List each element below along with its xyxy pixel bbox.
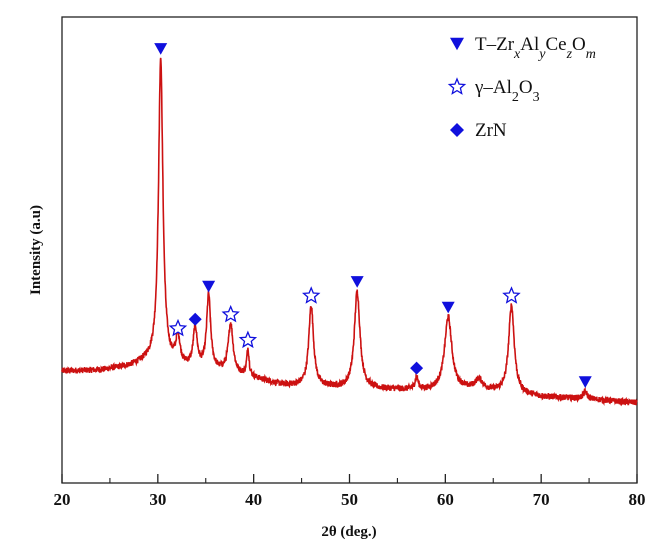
legend-item: γ–Al2O3 xyxy=(447,77,540,105)
legend-item: ZrN xyxy=(450,120,507,141)
x-tick-label: 20 xyxy=(54,490,71,509)
star-marker xyxy=(302,286,321,304)
triangle-down-marker xyxy=(202,280,216,293)
triangle-down-marker xyxy=(441,301,455,314)
star-marker xyxy=(238,330,258,349)
x-tick-label: 40 xyxy=(245,490,262,509)
x-tick-label: 70 xyxy=(533,490,550,509)
star-marker xyxy=(168,318,188,337)
legend-label: ZrN xyxy=(475,120,507,141)
star-icon xyxy=(447,77,467,95)
triangle-down-icon xyxy=(450,37,464,51)
y-axis-label: Intensity (a.u) xyxy=(28,205,44,295)
diamond-marker xyxy=(410,361,424,375)
diamond-icon xyxy=(450,123,464,137)
x-axis-label: 2θ (deg.) xyxy=(321,524,376,540)
phase-markers xyxy=(154,43,592,388)
xrd-pattern-line xyxy=(61,57,638,407)
legend-label: γ–Al2O3 xyxy=(474,77,540,105)
plot-frame xyxy=(61,16,638,484)
legend-label: T–ZrxAlyCezOm xyxy=(475,34,596,62)
x-tick-label: 60 xyxy=(437,490,454,509)
x-tick-label: 50 xyxy=(341,490,358,509)
legend-item: T–ZrxAlyCezOm xyxy=(450,34,596,62)
x-tick-label: 30 xyxy=(149,490,166,509)
legend: T–ZrxAlyCezOm γ–Al2O3 ZrN xyxy=(447,34,596,141)
star-marker xyxy=(502,286,521,304)
triangle-down-marker xyxy=(154,43,168,55)
x-tick-label: 80 xyxy=(629,490,646,509)
x-axis-ticks: 20 30 40 50 60 70 80 xyxy=(54,474,646,509)
triangle-down-marker xyxy=(578,376,592,388)
star-marker xyxy=(221,304,240,323)
triangle-down-marker xyxy=(350,276,364,288)
diamond-marker xyxy=(188,312,202,326)
